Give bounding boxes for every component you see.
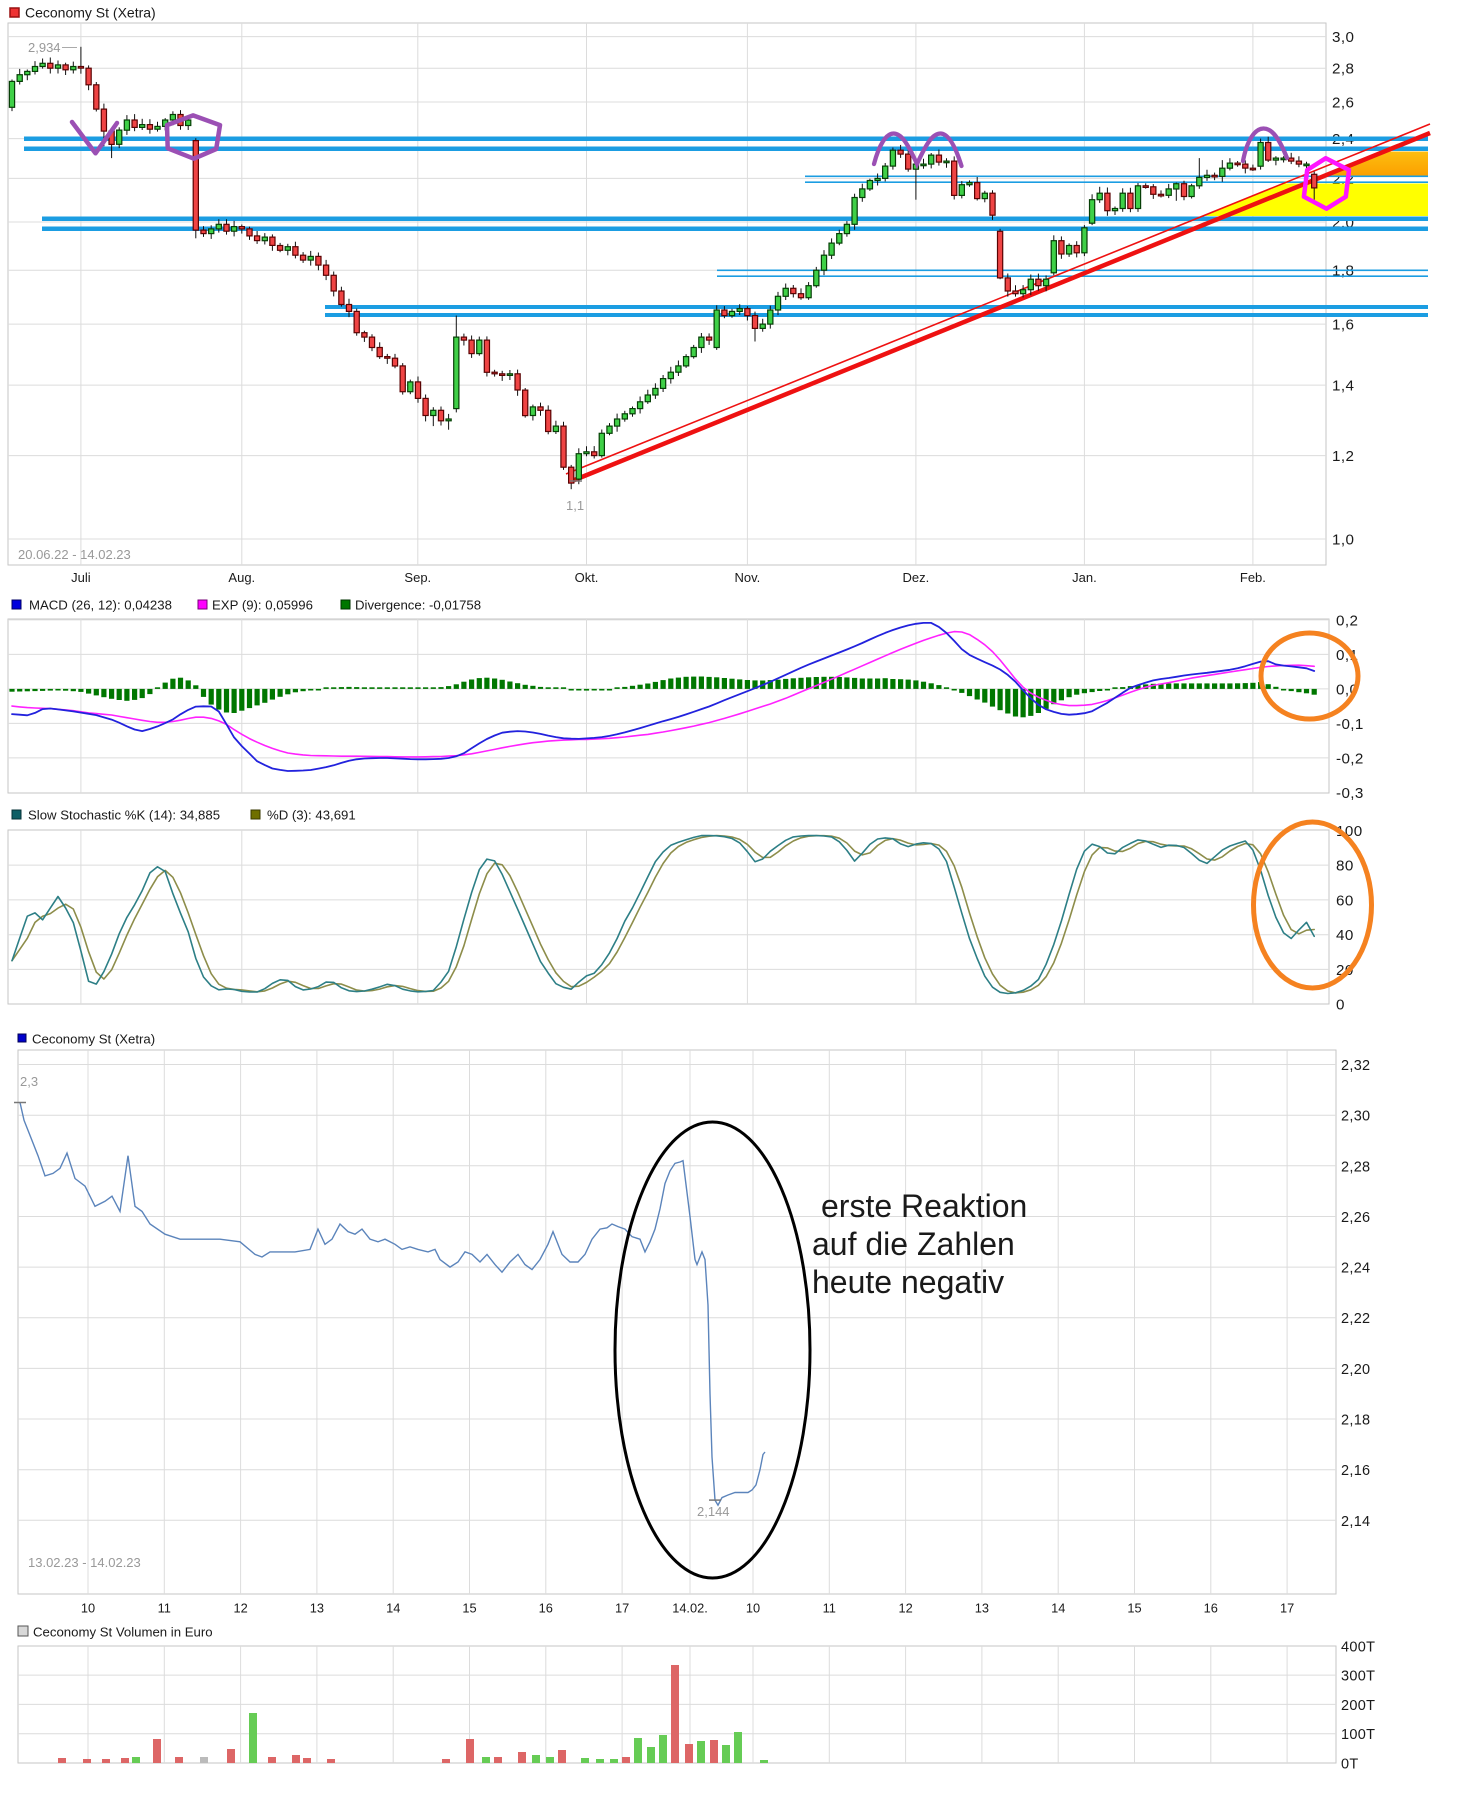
svg-text:13: 13 [975,1601,989,1616]
svg-text:2,14: 2,14 [1341,1514,1370,1530]
svg-text:1,0: 1,0 [1332,532,1354,549]
svg-text:2,18: 2,18 [1341,1413,1370,1429]
svg-text:2,20: 2,20 [1341,1362,1370,1378]
svg-text:-0,3: -0,3 [1336,785,1364,802]
svg-text:2,24: 2,24 [1341,1261,1370,1277]
svg-text:14: 14 [386,1601,400,1616]
svg-text:MACD (26, 12): 0,04238: MACD (26, 12): 0,04238 [29,598,172,613]
svg-text:Slow Stochastic %K (14): 34,88: Slow Stochastic %K (14): 34,885 [28,808,220,823]
svg-text:12: 12 [898,1601,912,1616]
svg-text:20: 20 [1336,962,1354,979]
svg-text:0: 0 [1336,997,1345,1014]
svg-text:1,8: 1,8 [1332,263,1354,280]
svg-text:12: 12 [233,1601,247,1616]
svg-text:-0,2: -0,2 [1336,750,1364,767]
svg-text:16: 16 [1204,1601,1218,1616]
svg-text:2,8: 2,8 [1332,61,1354,78]
svg-text:2,3: 2,3 [20,1074,38,1089]
svg-text:2,144: 2,144 [697,1504,730,1519]
svg-text:Divergence: -0,01758: Divergence: -0,01758 [355,598,481,613]
svg-text:2,934: 2,934 [28,40,61,55]
svg-text:Sep.: Sep. [404,570,431,585]
svg-text:100T: 100T [1341,1727,1375,1743]
svg-text:heute negativ: heute negativ [812,1264,1004,1300]
svg-text:13.02.23 - 14.02.23: 13.02.23 - 14.02.23 [28,1555,141,1570]
svg-text:2,28: 2,28 [1341,1159,1370,1175]
svg-text:16: 16 [539,1601,553,1616]
svg-text:Dez.: Dez. [903,570,930,585]
svg-text:Ceconomy St Volumen in Euro: Ceconomy St Volumen in Euro [33,1625,213,1640]
svg-text:20.06.22 - 14.02.23: 20.06.22 - 14.02.23 [18,547,131,562]
svg-text:Feb.: Feb. [1240,570,1266,585]
svg-text:14.02.: 14.02. [672,1601,708,1616]
svg-text:400T: 400T [1341,1639,1375,1655]
svg-text:Okt.: Okt. [575,570,599,585]
svg-text:0T: 0T [1341,1757,1359,1773]
svg-text:1,4: 1,4 [1332,378,1354,395]
svg-text:Nov.: Nov. [735,570,761,585]
svg-text:2,32: 2,32 [1341,1058,1370,1074]
svg-text:erste Reaktion: erste Reaktion [821,1188,1027,1224]
svg-text:10: 10 [746,1601,760,1616]
svg-text:80: 80 [1336,858,1354,875]
svg-text:1,2: 1,2 [1332,448,1354,465]
svg-text:Ceconomy St (Xetra): Ceconomy St (Xetra) [25,5,156,21]
svg-text:2,30: 2,30 [1341,1109,1370,1125]
svg-text:11: 11 [823,1601,836,1616]
svg-text:2,22: 2,22 [1341,1311,1370,1327]
svg-text:11: 11 [158,1601,171,1616]
svg-text:13: 13 [310,1601,324,1616]
svg-text:Juli: Juli [71,570,91,585]
svg-text:40: 40 [1336,927,1354,944]
svg-text:Ceconomy St (Xetra): Ceconomy St (Xetra) [32,1032,155,1047]
svg-text:3,0: 3,0 [1332,29,1354,46]
svg-text:14: 14 [1051,1601,1065,1616]
svg-text:17: 17 [615,1601,629,1616]
svg-text:2,26: 2,26 [1341,1210,1370,1226]
svg-text:60: 60 [1336,892,1354,909]
svg-text:300T: 300T [1341,1669,1375,1685]
svg-text:-0,1: -0,1 [1336,716,1364,733]
svg-text:2,16: 2,16 [1341,1463,1370,1479]
svg-text:auf die Zahlen: auf die Zahlen [812,1226,1015,1262]
svg-text:17: 17 [1280,1601,1294,1616]
svg-text:1,6: 1,6 [1332,317,1354,334]
svg-text:1,1: 1,1 [566,498,584,513]
svg-text:10: 10 [81,1601,95,1616]
svg-text:%D (3): 43,691: %D (3): 43,691 [267,808,356,823]
svg-text:0,2: 0,2 [1336,612,1358,629]
svg-text:15: 15 [462,1601,476,1616]
svg-text:200T: 200T [1341,1698,1375,1714]
svg-text:2,6: 2,6 [1332,95,1354,112]
svg-text:Jan.: Jan. [1072,570,1097,585]
svg-text:15: 15 [1127,1601,1141,1616]
svg-text:Aug.: Aug. [228,570,255,585]
svg-text:EXP (9): 0,05996: EXP (9): 0,05996 [212,598,313,613]
